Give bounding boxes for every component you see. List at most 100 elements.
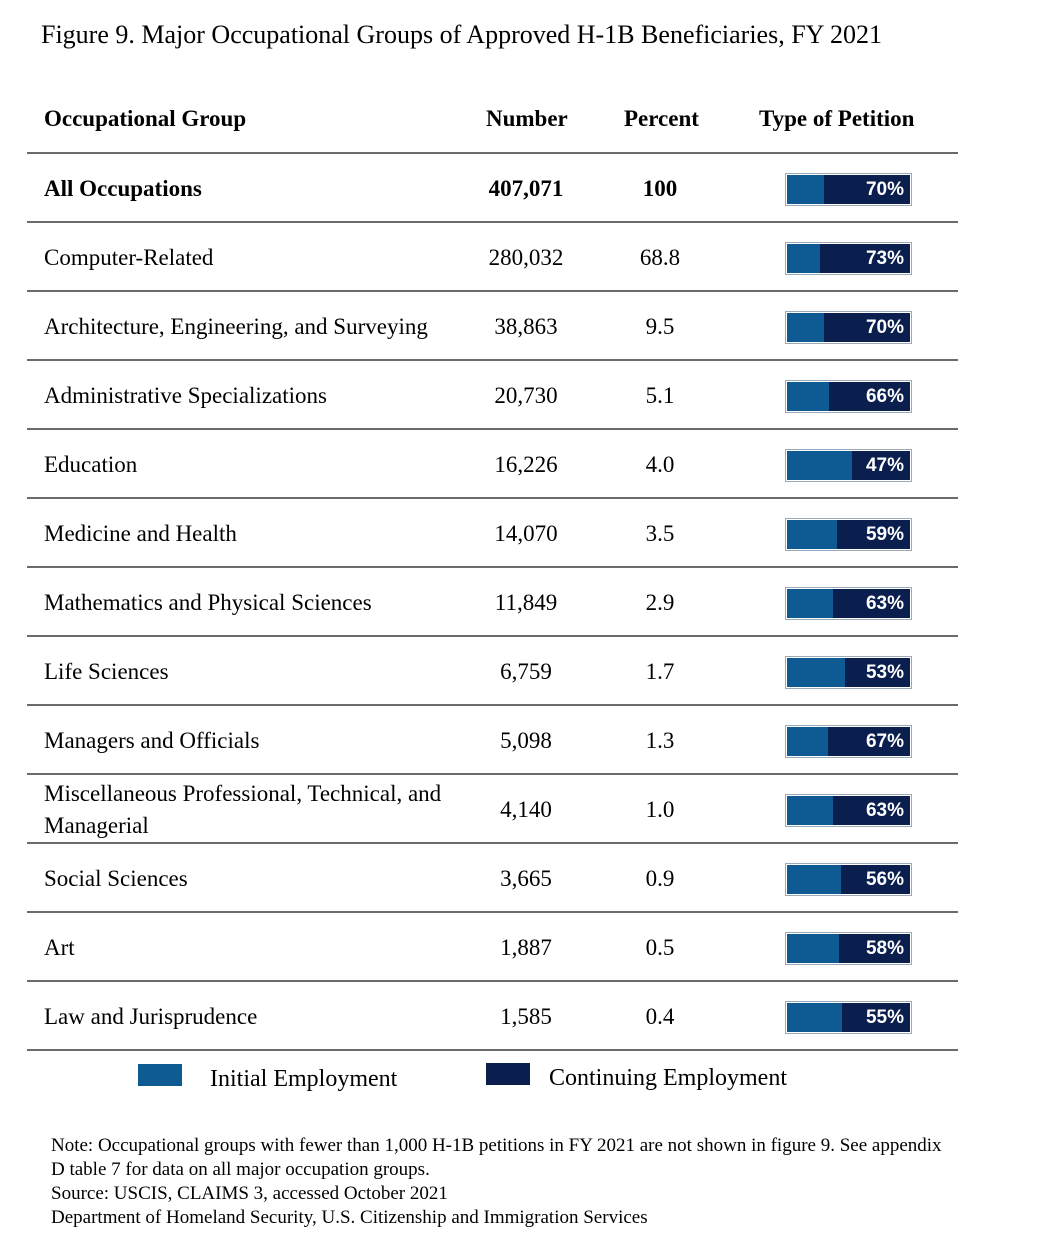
occupation-name: Mathematics and Physical Sciences xyxy=(44,589,372,615)
occupation-percent: 1.0 xyxy=(645,796,675,822)
figure-title: Figure 9. Major Occupational Groups of A… xyxy=(41,20,882,49)
bar-data-label: 70% xyxy=(865,178,904,200)
bar-data-label: 47% xyxy=(865,454,904,476)
table-row: Social Sciences 3,665 0.9 56% xyxy=(0,844,1062,913)
petition-bar: 70% xyxy=(785,173,912,206)
table-rule xyxy=(27,980,958,982)
occupation-name: Administrative Specializations xyxy=(44,382,327,408)
header-number: Number xyxy=(486,106,568,131)
occupation-percent: 68.8 xyxy=(639,244,681,270)
petition-bar: 63% xyxy=(785,587,912,620)
bar-segment-continuing xyxy=(832,589,910,618)
occupation-number: 20,730 xyxy=(494,382,558,408)
occupation-name: Computer-Related xyxy=(44,244,214,270)
occupation-name: Life Sciences xyxy=(44,658,169,684)
petition-bar: 53% xyxy=(785,656,912,689)
table-rule xyxy=(27,1049,958,1051)
table-row: Administrative Specializations 20,730 5.1 6… xyxy=(0,361,1062,430)
occupation-percent: 9.5 xyxy=(645,313,675,339)
occupation-number: 407,071 xyxy=(488,175,564,201)
occupation-percent: 2.9 xyxy=(645,589,675,615)
occupation-number: 1,887 xyxy=(500,934,552,960)
occupation-number: 14,070 xyxy=(494,520,558,546)
bar-segment-continuing xyxy=(841,865,910,894)
table-rule xyxy=(27,911,958,913)
bar-segment-initial xyxy=(787,727,828,756)
agency-line: Department of Homeland Security, U.S. Ci… xyxy=(51,1207,648,1228)
footnotes: Note: Occupational groups with fewer tha… xyxy=(51,1134,942,1230)
bar-data-label: 59% xyxy=(865,523,904,545)
bar-data-label: 58% xyxy=(865,937,904,959)
occupation-percent: 1.7 xyxy=(645,658,675,684)
bar-segment-initial xyxy=(787,865,842,894)
table-rule xyxy=(27,221,958,223)
occupation-percent: 1.3 xyxy=(645,727,675,753)
table-row: Medicine and Health 14,070 3.5 59% xyxy=(0,499,1062,568)
bar-data-label: 70% xyxy=(865,316,904,338)
bar-segment-initial xyxy=(787,1003,843,1032)
occupation-name: Medicine and Health xyxy=(44,520,237,546)
table-rule xyxy=(27,773,958,775)
bar-segment-continuing xyxy=(828,382,910,411)
legend-label-continuing: Continuing Employment xyxy=(549,1065,787,1091)
bar-segment-initial xyxy=(787,382,829,411)
bar-segment-continuing xyxy=(838,934,910,963)
bar-segment-initial xyxy=(787,796,833,825)
table-row: Education 16,226 4.0 47% xyxy=(0,430,1062,499)
petition-bar: 70% xyxy=(785,311,912,344)
bar-segment-initial xyxy=(787,313,824,342)
bar-segment-continuing xyxy=(823,175,910,204)
occupation-percent: 3.5 xyxy=(645,520,675,546)
table-rule xyxy=(27,152,958,154)
bar-data-label: 53% xyxy=(865,661,904,683)
occupation-name: All Occupations xyxy=(44,175,202,201)
bar-segment-initial xyxy=(787,658,845,687)
bar-segment-continuing xyxy=(820,244,910,273)
table-row: Computer-Related 280,032 68.8 73% xyxy=(0,223,1062,292)
bar-segment-initial xyxy=(787,520,838,549)
table-row: Law and Jurisprudence 1,585 0.4 55% xyxy=(0,982,1062,1051)
legend-swatch-continuing xyxy=(486,1063,530,1085)
bar-segment-continuing xyxy=(842,1003,910,1032)
table-rule xyxy=(27,497,958,499)
bar-data-label: 63% xyxy=(865,799,904,821)
occupation-number: 4,140 xyxy=(500,796,552,822)
occupation-number: 38,863 xyxy=(494,313,558,339)
bar-data-label: 56% xyxy=(865,868,904,890)
occupation-percent: 5.1 xyxy=(645,382,675,408)
table-row-total: All Occupations 407,071 100 70% xyxy=(0,154,1062,223)
note-line: Note: Occupational groups with fewer tha… xyxy=(51,1135,942,1156)
bar-segment-initial xyxy=(787,589,833,618)
bar-segment-continuing xyxy=(827,727,910,756)
table-rule xyxy=(27,428,958,430)
petition-bar: 67% xyxy=(785,725,912,758)
occupation-number: 16,226 xyxy=(494,451,558,477)
petition-bar: 58% xyxy=(785,932,912,965)
bar-data-label: 66% xyxy=(865,385,904,407)
legend-label-initial: Initial Employment xyxy=(210,1066,398,1092)
petition-bar: 66% xyxy=(785,380,912,413)
table-row: Mathematics and Physical Sciences 11,849 2… xyxy=(0,568,1062,637)
table-row: Miscellaneous Professional, Technical, a… xyxy=(0,775,1062,844)
occupation-name: Law and Jurisprudence xyxy=(44,1003,258,1029)
occupation-percent: 0.5 xyxy=(645,934,675,960)
table-row: Managers and Officials 5,098 1.3 67% xyxy=(0,706,1062,775)
note-line: D table 7 for data on all major occupati… xyxy=(51,1159,430,1180)
header-type-of-petition: Type of Petition xyxy=(759,106,915,131)
occupation-name: Miscellaneous Professional, Technical, a… xyxy=(44,780,442,838)
table-row: Life Sciences 6,759 1.7 53% xyxy=(0,637,1062,706)
header-percent: Percent xyxy=(624,106,699,131)
table-rule xyxy=(27,842,958,844)
occupation-number: 5,098 xyxy=(500,727,552,753)
bar-segment-continuing xyxy=(832,796,910,825)
occupation-number: 3,665 xyxy=(500,865,552,891)
bar-segment-continuing xyxy=(837,520,910,549)
source-line: Source: USCIS, CLAIMS 3, accessed Octobe… xyxy=(51,1183,448,1204)
occupation-percent: 0.9 xyxy=(645,865,675,891)
occupation-number: 280,032 xyxy=(488,244,564,270)
occupation-percent: 100 xyxy=(642,175,678,201)
bar-data-label: 55% xyxy=(865,1006,904,1028)
occupation-name: Architecture, Engineering, and Surveying xyxy=(44,313,428,339)
bar-segment-initial xyxy=(787,451,853,480)
